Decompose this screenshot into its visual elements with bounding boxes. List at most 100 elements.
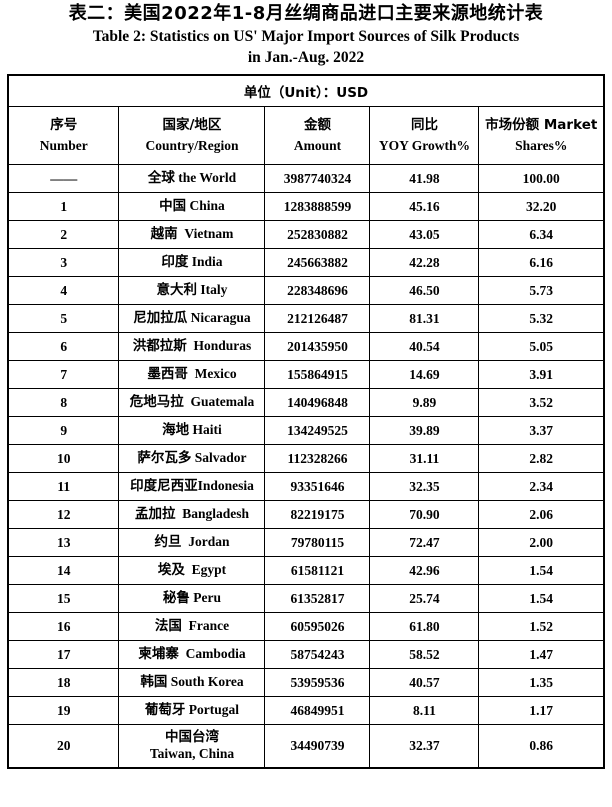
cell-number: 13 xyxy=(7,528,120,558)
table-row: 13 约旦 Jordan 79780115 72.47 2.00 xyxy=(7,528,605,558)
cell-number: —— xyxy=(7,164,120,194)
table-row: 9 海地 Haiti 134249525 39.89 3.37 xyxy=(7,416,605,446)
cell-number: 16 xyxy=(7,612,120,642)
cell-amount: 60595026 xyxy=(264,612,371,642)
cell-number: 18 xyxy=(7,668,120,698)
cell-share: 2.06 xyxy=(478,500,605,530)
table-row: 10 萨尔瓦多 Salvador 112328266 31.11 2.82 xyxy=(7,444,605,474)
cell-amount: 134249525 xyxy=(264,416,371,446)
column-header-share-zh: 市场份额 Market xyxy=(485,116,598,133)
column-header-amount-en: Amount xyxy=(293,137,342,153)
cell-amount: 155864915 xyxy=(264,360,371,390)
cell-yoy: 42.96 xyxy=(369,556,480,586)
cell-amount: 201435950 xyxy=(264,332,371,362)
cell-amount: 46849951 xyxy=(264,696,371,726)
table-row: 18 韩国 South Korea 53959536 40.57 1.35 xyxy=(7,668,605,698)
table-row: 1 中国 China 1283888599 45.16 32.20 xyxy=(7,192,605,222)
cell-country: 埃及 Egypt xyxy=(118,556,266,586)
cell-yoy: 40.54 xyxy=(369,332,480,362)
cell-country: 孟加拉 Bangladesh xyxy=(118,500,266,530)
cell-amount: 82219175 xyxy=(264,500,371,530)
cell-amount: 140496848 xyxy=(264,388,371,418)
cell-yoy: 61.80 xyxy=(369,612,480,642)
cell-country: 海地 Haiti xyxy=(118,416,266,446)
table-row: 4 意大利 Italy 228348696 46.50 5.73 xyxy=(7,276,605,306)
cell-yoy: 32.37 xyxy=(369,724,480,769)
cell-share: 3.37 xyxy=(478,416,605,446)
cell-yoy: 70.90 xyxy=(369,500,480,530)
cell-country: 全球 the World xyxy=(118,164,266,194)
cell-number: 5 xyxy=(7,304,120,334)
column-header-number-en: Number xyxy=(39,137,88,153)
table-row: 5 尼加拉瓜 Nicaragua 212126487 81.31 5.32 xyxy=(7,304,605,334)
column-header-share: 市场份额 Market Shares% xyxy=(478,106,605,166)
cell-yoy: 9.89 xyxy=(369,388,480,418)
cell-amount: 1283888599 xyxy=(264,192,371,222)
cell-amount: 61581121 xyxy=(264,556,371,586)
cell-number: 1 xyxy=(7,192,120,222)
cell-yoy: 31.11 xyxy=(369,444,480,474)
table-row: —— 全球 the World 3987740324 41.98 100.00 xyxy=(7,164,605,194)
column-header-yoy-en: YOY Growth% xyxy=(378,137,471,153)
silk-import-stats-table: 单位（Unit）：USD 序号 Number 国家/地区 Country/Reg… xyxy=(6,73,606,769)
cell-yoy: 42.28 xyxy=(369,248,480,278)
cell-country: 印度尼西亚Indonesia xyxy=(118,472,266,502)
cell-amount: 93351646 xyxy=(264,472,371,502)
cell-country: 墨西哥 Mexico xyxy=(118,360,266,390)
cell-country: 韩国 South Korea xyxy=(118,668,266,698)
column-header-share-en: Shares% xyxy=(515,137,568,153)
column-header-yoy: 同比 YOY Growth% xyxy=(369,106,480,166)
cell-yoy: 58.52 xyxy=(369,640,480,670)
cell-number: 9 xyxy=(7,416,120,446)
cell-country: 葡萄牙 Portugal xyxy=(118,696,266,726)
column-header-number: 序号 Number xyxy=(7,106,120,166)
cell-share: 2.00 xyxy=(478,528,605,558)
header-row: 序号 Number 国家/地区 Country/Region 金额 Amount… xyxy=(7,106,605,166)
table-row: 11 印度尼西亚Indonesia 93351646 32.35 2.34 xyxy=(7,472,605,502)
column-header-country-zh: 国家/地区 xyxy=(162,116,222,133)
table-row: 15 秘鲁 Peru 61352817 25.74 1.54 xyxy=(7,584,605,614)
table-row: 2 越南 Vietnam 252830882 43.05 6.34 xyxy=(7,220,605,250)
cell-country: 萨尔瓦多 Salvador xyxy=(118,444,266,474)
column-header-yoy-zh: 同比 xyxy=(410,116,438,133)
cell-share: 32.20 xyxy=(478,192,605,222)
column-header-number-zh: 序号 xyxy=(50,116,78,133)
cell-share: 3.91 xyxy=(478,360,605,390)
cell-country: 柬埔寨 Cambodia xyxy=(118,640,266,670)
cell-share: 1.54 xyxy=(478,584,605,614)
cell-yoy: 8.11 xyxy=(369,696,480,726)
table-title-zh: 表二：美国2022年1-8月丝绸商品进口主要来源地统计表 xyxy=(68,3,544,24)
cell-share: 5.73 xyxy=(478,276,605,306)
cell-number: 4 xyxy=(7,276,120,306)
cell-amount: 53959536 xyxy=(264,668,371,698)
cell-number: 2 xyxy=(7,220,120,250)
cell-amount: 58754243 xyxy=(264,640,371,670)
table-row: 17 柬埔寨 Cambodia 58754243 58.52 1.47 xyxy=(7,640,605,670)
cell-amount: 3987740324 xyxy=(264,164,371,194)
cell-number: 20 xyxy=(7,724,120,769)
cell-amount: 245663882 xyxy=(264,248,371,278)
cell-yoy: 46.50 xyxy=(369,276,480,306)
cell-number: 11 xyxy=(7,472,120,502)
cell-country: 印度 India xyxy=(118,248,266,278)
table-title-period: in Jan.-Aug. 2022 xyxy=(247,49,365,67)
column-header-amount: 金额 Amount xyxy=(264,106,371,166)
cell-yoy: 41.98 xyxy=(369,164,480,194)
cell-share: 0.86 xyxy=(478,724,605,769)
table-body: —— 全球 the World 3987740324 41.98 100.00 1 中国 C… xyxy=(7,164,605,769)
cell-number: 12 xyxy=(7,500,120,530)
table-row: 3 印度 India 245663882 42.28 6.16 xyxy=(7,248,605,278)
cell-share: 2.82 xyxy=(478,444,605,474)
cell-amount: 79780115 xyxy=(264,528,371,558)
column-header-amount-zh: 金额 xyxy=(303,116,331,133)
page-title-block: 表二：美国2022年1-8月丝绸商品进口主要来源地统计表 Table 2: St… xyxy=(0,0,612,69)
cell-country: 越南 Vietnam xyxy=(118,220,266,250)
cell-country: 尼加拉瓜 Nicaragua xyxy=(118,304,266,334)
table-row: 16 法国 France 60595026 61.80 1.52 xyxy=(7,612,605,642)
cell-amount: 228348696 xyxy=(264,276,371,306)
column-header-country-en: Country/Region xyxy=(145,137,239,153)
cell-yoy: 81.31 xyxy=(369,304,480,334)
cell-share: 1.17 xyxy=(478,696,605,726)
cell-amount: 212126487 xyxy=(264,304,371,334)
cell-number: 7 xyxy=(7,360,120,390)
